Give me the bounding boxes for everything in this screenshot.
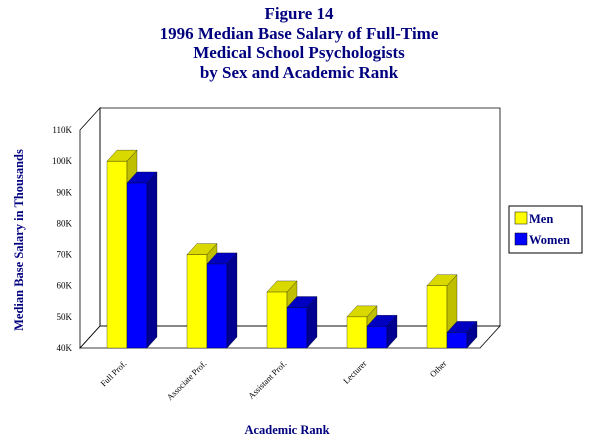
bar-top [286, 296, 318, 308]
y-axis-ticks: 40K 50K 60K 70K 80K 90K 100K 110K [52, 125, 73, 353]
bar-front [126, 182, 148, 349]
bar-front [426, 285, 448, 349]
y-tick-label: 70K [57, 250, 73, 260]
x-category-label: Other [428, 358, 449, 379]
floor [79, 325, 501, 349]
x-category-label: Associate Prof. [165, 358, 209, 402]
bar-women-5 [446, 321, 478, 349]
bar-front [186, 254, 208, 349]
bar-front [106, 160, 128, 349]
x-category-label: Lecturer [341, 358, 369, 386]
bar-women-2 [206, 252, 238, 349]
title-line-2: Medical School Psychologists [193, 43, 405, 62]
x-axis-categories: Full Prof. Associate Prof. Assistant Prof.… [98, 358, 448, 402]
y-tick-label: 40K [57, 343, 73, 353]
y-axis-title: Median Base Salary in Thousands [12, 149, 26, 331]
y-tick-label: 100K [52, 156, 73, 166]
y-tick-label: 110K [52, 125, 72, 135]
legend: Men Women [508, 205, 583, 254]
bar-front [366, 326, 388, 349]
bar-top [106, 149, 138, 162]
bar-top [206, 252, 238, 265]
title-line-1: 1996 Median Base Salary of Full-Time [159, 23, 439, 43]
bar-front [206, 263, 228, 349]
bar-women-4 [366, 314, 398, 349]
bar-side [226, 252, 238, 349]
chart-title: Figure 14 1996 Median Base Salary of Ful… [0, 4, 598, 82]
bar-front [346, 316, 368, 349]
x-category-label: Assistant Prof. [246, 358, 288, 400]
y-tick-label: 50K [57, 312, 73, 322]
bar-top [366, 315, 398, 327]
legend-label-women: Women [529, 233, 570, 247]
legend-swatch-women [514, 232, 528, 246]
bar-top [186, 243, 218, 255]
side-wall [79, 106, 101, 350]
bar-top [446, 321, 478, 333]
bar-front [446, 332, 468, 349]
bar-top [426, 274, 458, 286]
figure-label: Figure 14 [264, 4, 334, 23]
x-category-label: Full Prof. [98, 358, 128, 388]
y-tick-label: 80K [57, 218, 73, 228]
bar-top [346, 305, 378, 318]
bar-women-1 [126, 171, 158, 349]
bar-front [266, 291, 288, 349]
y-tick-label: 90K [57, 187, 73, 197]
legend-swatch-men [514, 211, 528, 225]
bar-front [286, 307, 308, 349]
x-axis-title: Academic Rank [244, 423, 329, 437]
bar-side [146, 171, 158, 349]
legend-label-men: Men [529, 212, 553, 226]
y-tick-label: 60K [57, 281, 73, 291]
bar-women-3 [286, 296, 318, 349]
bars [106, 149, 478, 349]
title-line-3: by Sex and Academic Rank [199, 62, 399, 82]
bar-top [126, 171, 158, 184]
bar-top [266, 280, 298, 293]
